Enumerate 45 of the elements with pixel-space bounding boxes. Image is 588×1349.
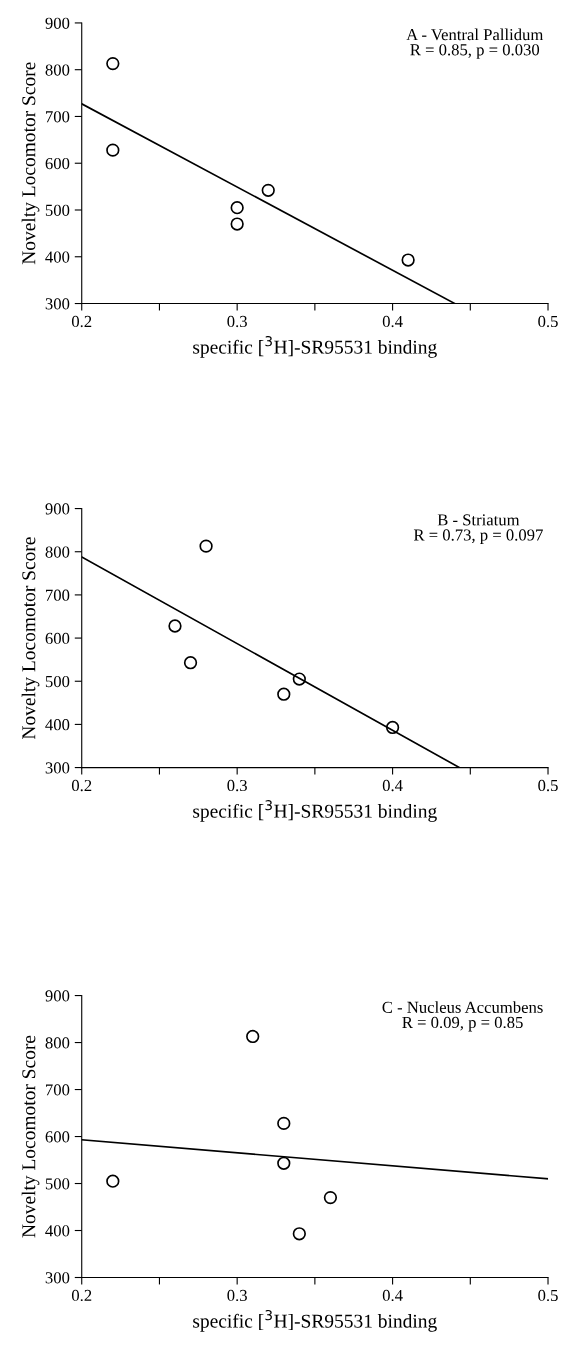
y-tick-label: 300: [45, 762, 70, 774]
y-tick-label: 800: [45, 64, 70, 76]
x-tick-label: 0.2: [71, 315, 92, 328]
y-axis-title: Novelty Locomotor Score: [21, 62, 40, 265]
y-tick-label: 600: [45, 157, 70, 170]
y-tick-label: 400: [45, 719, 70, 731]
annotation: R = 0.85, p = 0.030: [410, 44, 540, 59]
x-tick-label: 0.4: [382, 315, 403, 328]
x-axis-title: specific [$^{3}$H]-SR95531 binding: [193, 1309, 437, 1332]
x-axis-title: specific [$^{3}$H]-SR95531 binding: [193, 336, 437, 358]
x-tick-label: 0.3: [227, 1289, 247, 1302]
y-tick-label: 400: [45, 251, 70, 263]
y-axis-title: Novelty Locomotor Score: [21, 537, 40, 740]
y-tick-label: 700: [46, 1084, 70, 1096]
x-tick-label: 0.2: [71, 1289, 92, 1302]
y-tick-label: 600: [45, 1131, 70, 1143]
annotation: B - Striatum: [437, 514, 520, 526]
x-tick-label: 0.3: [227, 315, 247, 328]
y-tick-label: 400: [45, 1225, 70, 1237]
y-tick-label: 500: [45, 1178, 70, 1190]
annotation: R = 0.09, p = 0.85: [402, 1016, 523, 1032]
annotation: A - Ventral Pallidum: [406, 28, 544, 41]
y-tick-label: 300: [45, 1272, 70, 1284]
y-tick-label: 800: [45, 1037, 70, 1049]
x-tick-label: 0.3: [227, 779, 247, 792]
x-axis-title: specific [$^{3}$H]-SR95531 binding: [193, 800, 437, 822]
x-tick-label: 0.2: [71, 779, 92, 792]
y-tick-label: 300: [45, 298, 70, 310]
y-axis-title: Novelty Locomotor Score: [21, 1035, 40, 1238]
y-tick-label: 800: [45, 546, 70, 558]
y-tick-label: 900: [45, 17, 70, 29]
y-tick-label: 700: [46, 589, 70, 601]
x-tick-label: 0.5: [538, 779, 558, 792]
x-tick-label: 0.4: [382, 779, 403, 792]
y-tick-label: 500: [45, 675, 70, 688]
x-tick-label: 0.5: [538, 315, 558, 328]
y-tick-label: 700: [46, 111, 70, 123]
annotation: R = 0.73, p = 0.097: [413, 529, 543, 544]
y-tick-label: 900: [45, 990, 70, 1002]
y-tick-label: 500: [45, 204, 70, 216]
x-tick-label: 0.4: [382, 1289, 403, 1302]
y-tick-label: 600: [45, 632, 70, 645]
annotation: C - Nucleus Accumbens: [382, 1001, 543, 1013]
x-tick-label: 0.5: [538, 1289, 558, 1302]
y-tick-label: 900: [45, 503, 70, 515]
